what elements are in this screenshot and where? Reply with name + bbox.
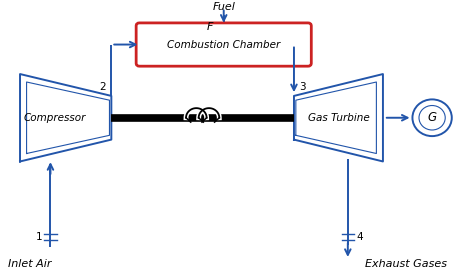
Text: Inlet Air: Inlet Air — [8, 259, 51, 270]
Text: 1: 1 — [36, 232, 42, 242]
Text: Exhaust Gases: Exhaust Gases — [365, 259, 447, 270]
FancyBboxPatch shape — [136, 23, 311, 66]
Text: G: G — [428, 111, 437, 124]
Text: 4: 4 — [356, 232, 363, 242]
Text: F: F — [207, 22, 213, 32]
Text: 3: 3 — [300, 82, 306, 92]
Text: Fuel: Fuel — [212, 2, 235, 12]
Text: Compressor: Compressor — [24, 113, 86, 123]
Text: Combustion Chamber: Combustion Chamber — [167, 40, 280, 49]
Text: Gas Turbine: Gas Turbine — [308, 113, 369, 123]
Text: 2: 2 — [99, 82, 106, 92]
